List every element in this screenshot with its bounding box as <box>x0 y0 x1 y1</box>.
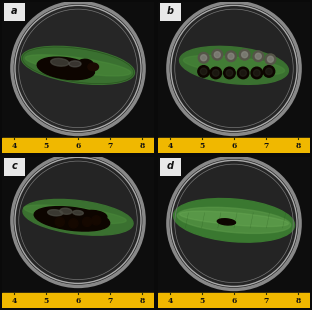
Text: 7: 7 <box>107 142 113 150</box>
Ellipse shape <box>80 210 107 221</box>
Ellipse shape <box>69 61 81 67</box>
Ellipse shape <box>34 206 110 231</box>
Ellipse shape <box>24 205 126 224</box>
Text: 5: 5 <box>43 142 49 150</box>
Circle shape <box>69 219 78 228</box>
Text: 6: 6 <box>76 142 80 150</box>
Ellipse shape <box>73 210 83 215</box>
Circle shape <box>253 70 260 76</box>
Circle shape <box>241 52 248 58</box>
Circle shape <box>173 162 295 285</box>
Ellipse shape <box>88 63 99 71</box>
Ellipse shape <box>51 59 69 66</box>
Text: 7: 7 <box>107 297 113 305</box>
Circle shape <box>266 68 272 75</box>
Circle shape <box>83 217 92 226</box>
Text: 7: 7 <box>263 297 269 305</box>
Text: 5: 5 <box>43 297 49 305</box>
Ellipse shape <box>37 57 95 80</box>
Ellipse shape <box>217 219 236 225</box>
Ellipse shape <box>180 46 288 84</box>
Text: 6: 6 <box>76 297 80 305</box>
Ellipse shape <box>23 199 133 235</box>
Text: 7: 7 <box>263 142 269 150</box>
Circle shape <box>255 53 261 59</box>
Circle shape <box>17 7 139 130</box>
Circle shape <box>198 66 209 77</box>
Bar <box>158 293 310 308</box>
Text: 8: 8 <box>295 297 300 305</box>
Circle shape <box>170 160 298 287</box>
Circle shape <box>201 55 207 61</box>
Circle shape <box>170 5 298 132</box>
Ellipse shape <box>48 210 63 216</box>
Circle shape <box>263 66 275 77</box>
Ellipse shape <box>78 59 93 69</box>
Text: 4: 4 <box>12 142 17 150</box>
Text: b: b <box>167 7 174 16</box>
FancyBboxPatch shape <box>3 158 25 176</box>
FancyBboxPatch shape <box>159 3 181 21</box>
Circle shape <box>251 67 263 79</box>
Ellipse shape <box>173 198 295 242</box>
Circle shape <box>212 70 219 76</box>
Text: c: c <box>11 162 17 171</box>
Circle shape <box>55 217 64 226</box>
Bar <box>2 138 154 153</box>
Circle shape <box>173 7 295 130</box>
Ellipse shape <box>60 208 72 214</box>
Text: a: a <box>11 7 17 16</box>
FancyBboxPatch shape <box>159 158 181 176</box>
Ellipse shape <box>183 55 285 75</box>
Circle shape <box>265 54 276 64</box>
Text: 5: 5 <box>199 297 205 305</box>
Text: 5: 5 <box>199 142 205 150</box>
Circle shape <box>267 56 274 62</box>
Text: 8: 8 <box>139 142 144 150</box>
Ellipse shape <box>25 55 131 76</box>
Circle shape <box>253 51 264 62</box>
Circle shape <box>14 5 142 132</box>
FancyBboxPatch shape <box>3 3 25 21</box>
Circle shape <box>14 157 142 284</box>
Bar <box>158 138 310 153</box>
Ellipse shape <box>22 46 134 84</box>
Circle shape <box>212 49 222 60</box>
Circle shape <box>226 51 236 62</box>
Text: d: d <box>167 162 174 171</box>
Text: 8: 8 <box>295 142 300 150</box>
Circle shape <box>214 52 220 58</box>
Bar <box>2 293 154 308</box>
Text: 4: 4 <box>168 297 173 305</box>
Circle shape <box>237 67 249 79</box>
Circle shape <box>92 216 101 225</box>
Ellipse shape <box>177 207 291 233</box>
Circle shape <box>210 67 222 79</box>
Circle shape <box>198 52 209 63</box>
Text: 8: 8 <box>139 297 144 305</box>
Circle shape <box>17 159 139 282</box>
Circle shape <box>226 70 233 76</box>
Circle shape <box>200 68 207 75</box>
Text: 4: 4 <box>12 297 17 305</box>
Ellipse shape <box>179 211 289 227</box>
Circle shape <box>239 49 250 60</box>
Circle shape <box>240 70 246 76</box>
Text: 6: 6 <box>232 297 236 305</box>
Text: 6: 6 <box>232 142 236 150</box>
Circle shape <box>224 67 235 79</box>
Text: 4: 4 <box>168 142 173 150</box>
Circle shape <box>228 53 234 59</box>
